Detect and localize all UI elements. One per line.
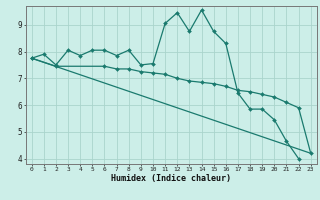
X-axis label: Humidex (Indice chaleur): Humidex (Indice chaleur) <box>111 174 231 183</box>
